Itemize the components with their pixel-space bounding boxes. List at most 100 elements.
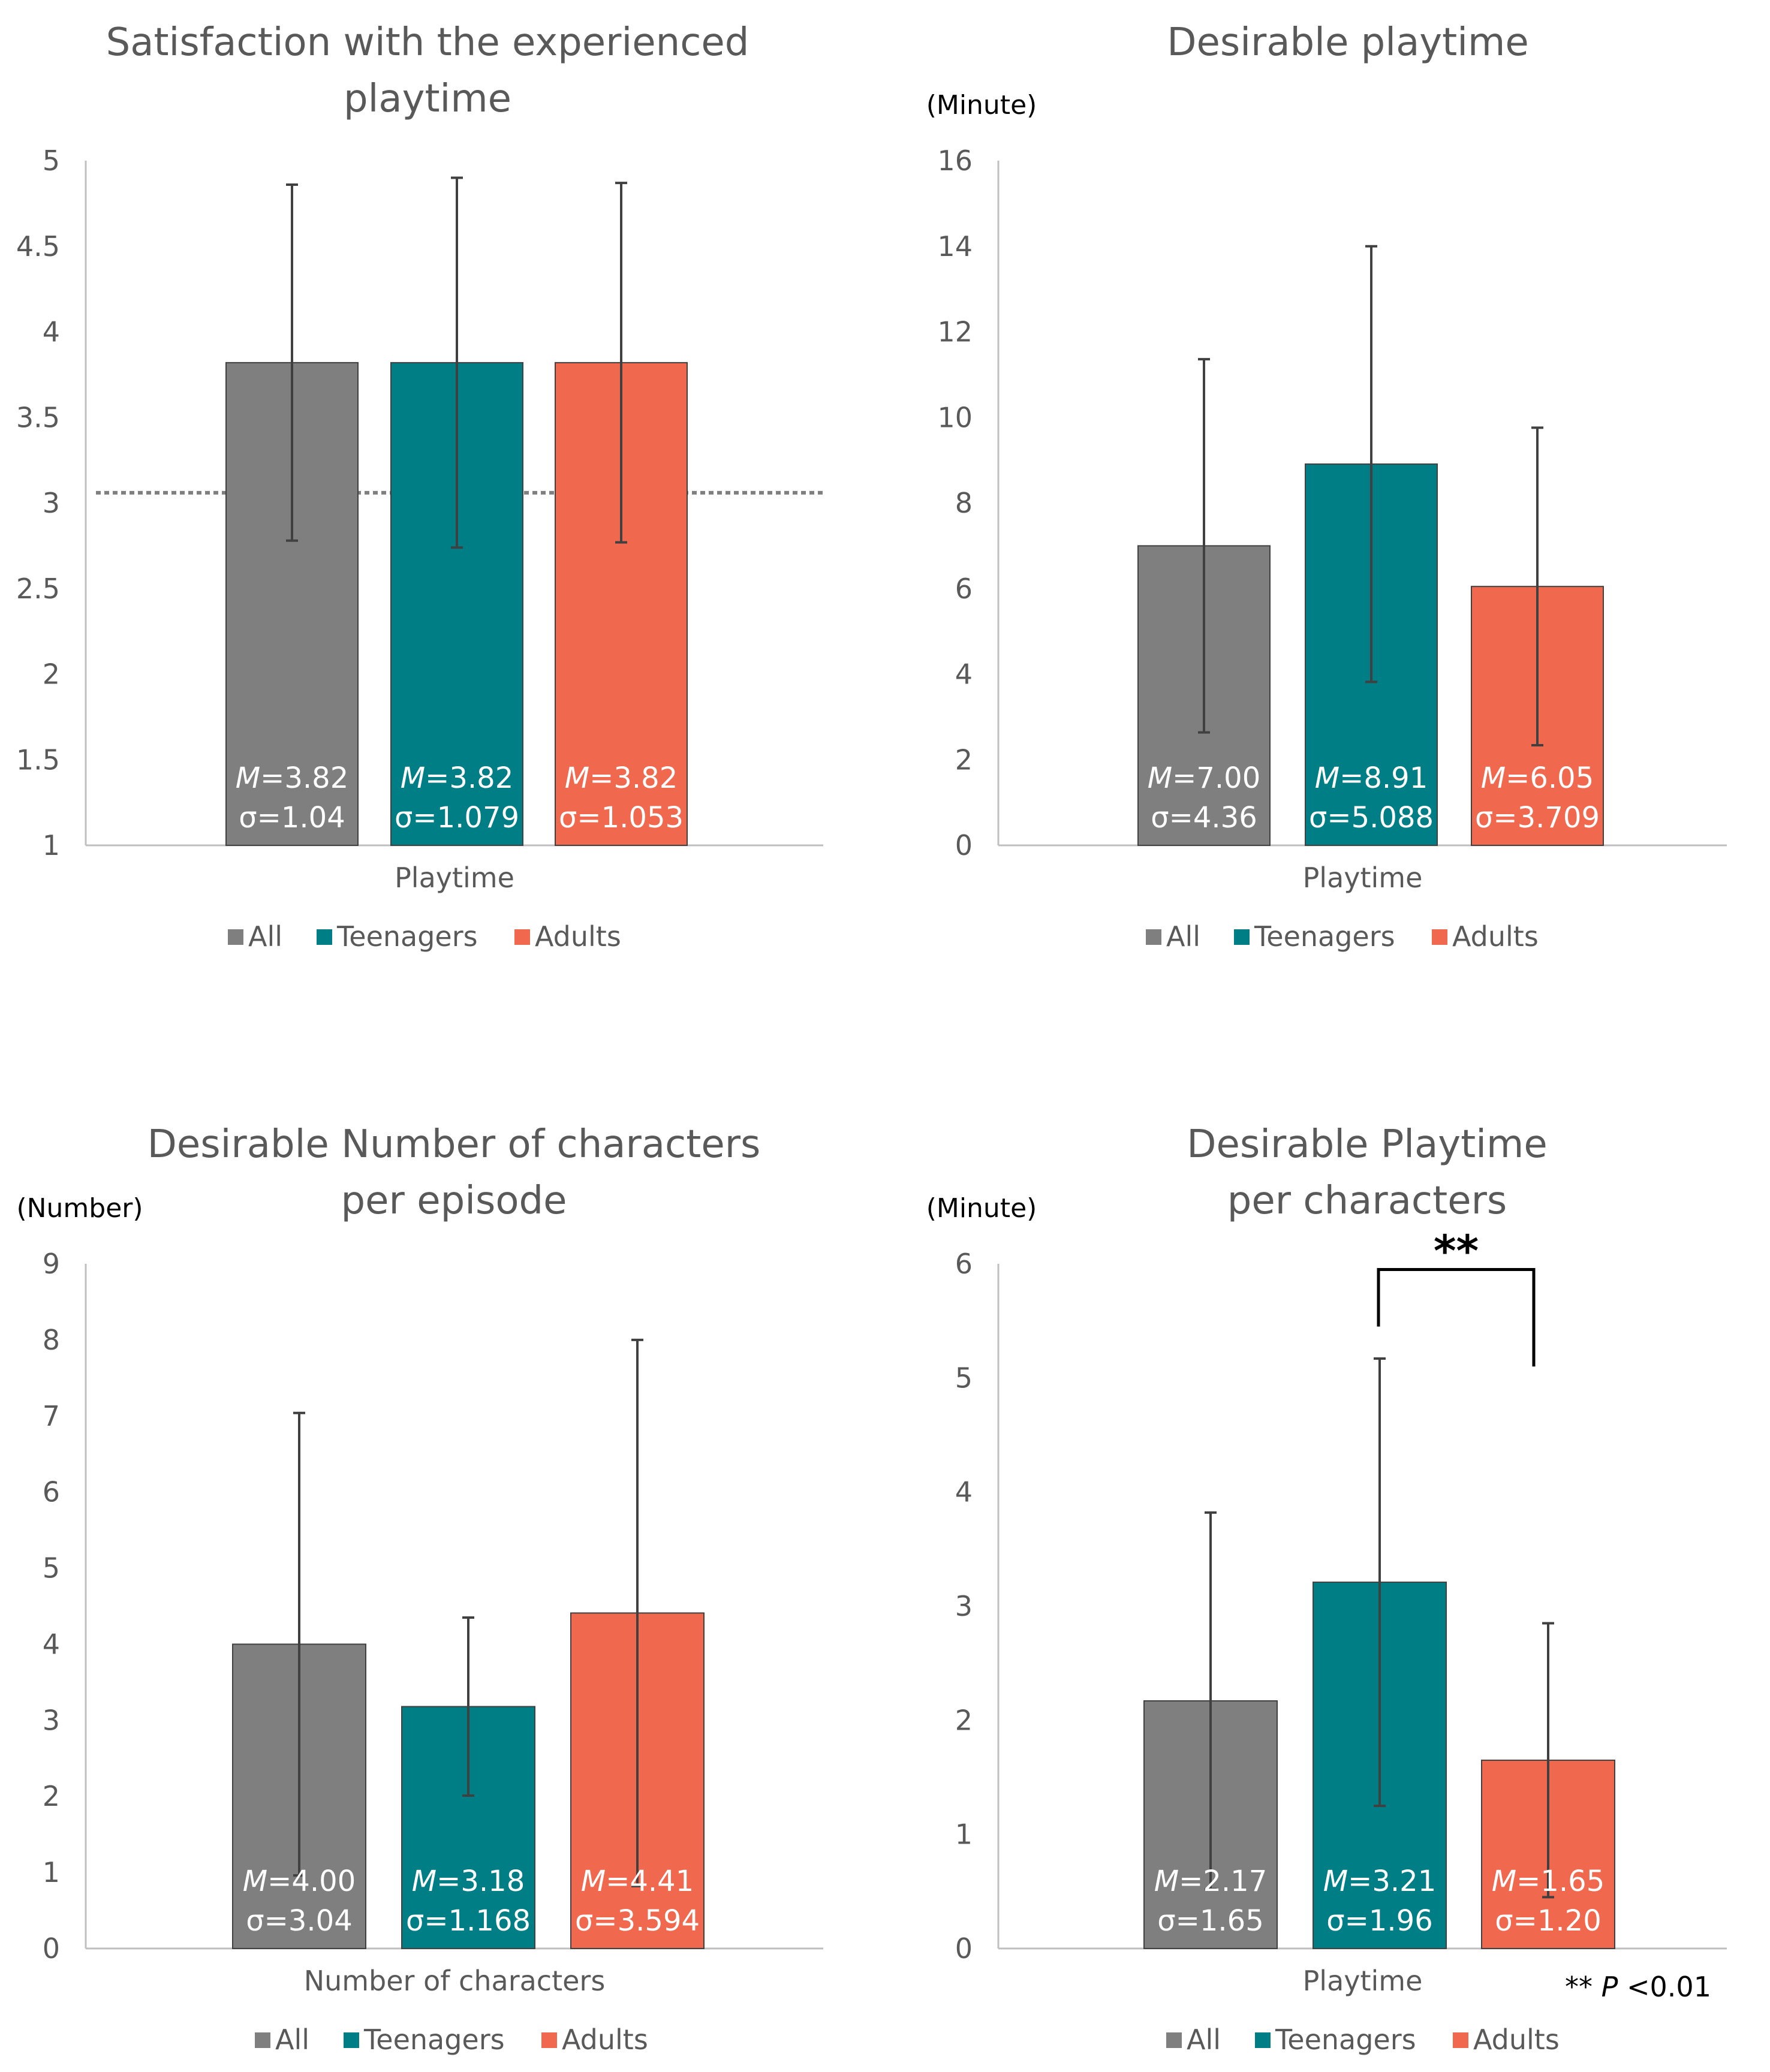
data-label-sigma: σ=3.04 — [246, 1904, 353, 1938]
legend-label-adults: Adults — [1452, 920, 1539, 953]
footnote-p: P — [1602, 1971, 1618, 2003]
y-tick-label: 1.5 — [16, 743, 60, 776]
data-label-sigma: σ=1.168 — [406, 1904, 531, 1938]
data-label-mean: M=8.91 — [1315, 761, 1428, 795]
mean-value: =2.17 — [1179, 1865, 1267, 1898]
unit-label: (Number) — [16, 1193, 143, 1224]
footnote: ** P <0.01 — [1565, 1971, 1711, 2003]
footnote-stars: ** — [1565, 1971, 1602, 2003]
mean-symbol: M — [412, 1865, 437, 1898]
mean-symbol: M — [1492, 1865, 1516, 1898]
mean-symbol: M — [236, 761, 260, 795]
y-tick-label: 3 — [43, 1704, 60, 1736]
y-tick-label: 5 — [43, 1552, 60, 1585]
legend-label-adults: Adults — [562, 2023, 648, 2056]
data-label-mean: M=2.17 — [1154, 1865, 1268, 1898]
mean-value: =3.18 — [437, 1865, 525, 1898]
legend-swatch-all — [228, 929, 243, 945]
unit-label: (Minute) — [926, 90, 1037, 121]
x-category-label: Playtime — [1303, 1965, 1423, 1997]
mean-value: =3.82 — [589, 761, 678, 795]
legend-label-all: All — [1187, 2023, 1221, 2056]
chart-title: Desirable Number of characters — [148, 1122, 761, 1167]
data-label-sigma: σ=1.65 — [1157, 1904, 1264, 1938]
mean-value: =6.05 — [1506, 761, 1594, 795]
chart-title: playtime — [344, 77, 511, 121]
significance-bracket — [1377, 1268, 1536, 1367]
significance-marker: ** — [1434, 1226, 1479, 1276]
data-label-sigma: σ=3.709 — [1475, 801, 1600, 835]
y-tick-label: 1 — [43, 829, 60, 862]
y-tick-label: 1 — [955, 1818, 973, 1851]
y-tick-label: 4 — [43, 1628, 60, 1660]
legend-label-teenagers: Teenagers — [363, 2023, 505, 2056]
data-label-mean: M=3.82 — [565, 761, 678, 795]
legend-label-all: All — [1166, 920, 1200, 953]
y-tick-label: 14 — [937, 230, 973, 263]
y-tick-label: 7 — [43, 1400, 60, 1432]
chart-title: Desirable Playtime — [1187, 1122, 1548, 1167]
data-label-mean: M=1.65 — [1492, 1865, 1605, 1898]
data-label-mean: M=4.00 — [243, 1865, 356, 1898]
legend-swatch-teenagers — [1255, 2032, 1271, 2048]
data-label-sigma: σ=1.96 — [1326, 1904, 1433, 1938]
mean-value: =4.00 — [267, 1865, 356, 1898]
y-tick-label: 4 — [43, 316, 60, 348]
y-tick-label: 9 — [43, 1248, 60, 1280]
mean-symbol: M — [243, 1865, 267, 1898]
legend-label-all: All — [248, 920, 282, 953]
legend-swatch-adults — [541, 2032, 557, 2048]
y-tick-label: 16 — [937, 144, 973, 177]
y-tick-label: 8 — [43, 1324, 60, 1356]
mean-value: =8.91 — [1339, 761, 1428, 795]
mean-value: =3.82 — [260, 761, 348, 795]
data-label-sigma: σ=1.04 — [239, 801, 345, 835]
legend-swatch-teenagers — [317, 929, 332, 945]
y-tick-label: 4.5 — [16, 230, 60, 263]
legend-label-teenagers: Teenagers — [1254, 920, 1395, 953]
y-tick-label: 4 — [955, 658, 973, 691]
data-label-mean: M=7.00 — [1148, 761, 1261, 795]
chart-title: Desirable playtime — [1167, 20, 1529, 65]
legend-label-adults: Adults — [535, 920, 621, 953]
data-label-sigma: σ=1.079 — [395, 801, 519, 835]
mean-symbol: M — [581, 1865, 606, 1898]
data-label-mean: M=3.18 — [412, 1865, 525, 1898]
y-tick-label: 8 — [955, 487, 973, 519]
legend-label-teenagers: Teenagers — [1275, 2023, 1416, 2056]
legend-label-all: All — [275, 2023, 309, 2056]
legend-swatch-all — [1146, 929, 1161, 945]
footnote-threshold: <0.01 — [1618, 1971, 1711, 2003]
y-tick-label: 0 — [955, 829, 973, 862]
y-tick-label: 0 — [955, 1932, 973, 1965]
x-category-label: Playtime — [1303, 862, 1423, 894]
data-label-mean: M=3.82 — [236, 761, 349, 795]
y-tick-label: 2 — [955, 743, 973, 776]
y-tick-label: 3.5 — [16, 401, 60, 433]
y-tick-label: 6 — [955, 573, 973, 605]
x-category-label: Playtime — [395, 862, 514, 894]
legend-swatch-all — [255, 2032, 270, 2048]
mean-symbol: M — [1323, 1865, 1348, 1898]
legend-label-adults: Adults — [1473, 2023, 1560, 2056]
y-tick-label: 10 — [937, 401, 973, 433]
legend-swatch-teenagers — [1234, 929, 1250, 945]
legend-swatch-all — [1166, 2032, 1182, 2048]
data-label-sigma: σ=1.20 — [1495, 1904, 1602, 1938]
legend-swatch-adults — [1453, 2032, 1468, 2048]
mean-value: =4.41 — [606, 1865, 694, 1898]
mean-symbol: M — [1315, 761, 1339, 795]
y-tick-label: 5 — [955, 1362, 973, 1394]
chart-title: per characters — [1227, 1179, 1507, 1223]
y-tick-label: 5 — [43, 144, 60, 177]
x-category-label: Number of characters — [304, 1965, 606, 1997]
data-label-mean: M=3.21 — [1323, 1865, 1437, 1898]
mean-symbol: M — [1481, 761, 1506, 795]
data-label-mean: M=3.82 — [401, 761, 514, 795]
legend-swatch-adults — [514, 929, 530, 945]
mean-symbol: M — [1154, 1865, 1179, 1898]
legend-swatch-teenagers — [344, 2032, 359, 2048]
mean-value: =7.00 — [1172, 761, 1260, 795]
